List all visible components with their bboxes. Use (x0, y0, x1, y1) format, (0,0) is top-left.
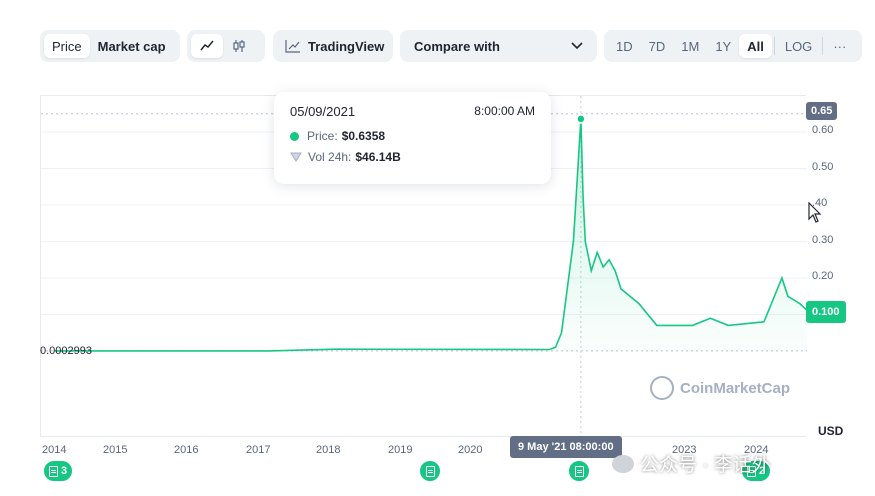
news-badge-count: 3 (61, 465, 68, 477)
y-tick-label: 0.30 (812, 234, 834, 246)
tooltip-date: 05/09/2021 (290, 104, 356, 119)
news-badge[interactable] (567, 459, 591, 483)
tradingview-inner: TradingView (277, 34, 392, 58)
document-icon (574, 465, 584, 477)
tooltip-price-value: $0.6358 (341, 129, 386, 143)
coinmarketcap-logo-icon (650, 376, 674, 400)
tooltip-time: 8:00:00 AM (474, 104, 535, 118)
news-badge[interactable]: 2 (740, 459, 773, 483)
compare-dropdown[interactable]: Compare with (400, 30, 597, 62)
currency-label: USD (818, 424, 844, 438)
mouse-cursor-icon (808, 202, 822, 223)
y-tick-label: 0.60 (812, 124, 834, 136)
x-tick-label: 2019 (388, 444, 413, 456)
tooltip-volume-value: $46.14B (355, 150, 401, 164)
tooltip-price-label: Price: (307, 129, 338, 143)
more-divider (822, 37, 824, 55)
document-icon (747, 465, 756, 477)
chart-type-toggle (187, 30, 265, 62)
document-icon (425, 465, 435, 477)
log-toggle[interactable]: LOG (784, 38, 813, 54)
price-dot-icon (290, 131, 299, 141)
price-area (55, 118, 807, 351)
x-tick-label: 2016 (174, 444, 199, 456)
chevron-down-icon (571, 42, 583, 50)
wechat-text: 公众号 · 李话外 (640, 455, 771, 476)
view-toggle: Price Market cap (40, 30, 180, 62)
wechat-watermark: 公众号 · 李话外 (612, 450, 771, 477)
price-line (55, 118, 807, 352)
y-tick-label: 0.20 (812, 270, 834, 282)
tab-price[interactable]: Price (44, 34, 90, 58)
news-badge[interactable]: 3 (42, 459, 75, 483)
tradingview-label: TradingView (308, 38, 385, 54)
range-1y[interactable]: 1Y (715, 38, 732, 54)
range-1m[interactable]: 1M (681, 38, 700, 54)
document-icon (49, 465, 58, 477)
x-tick-label: 2017 (246, 444, 271, 456)
high-price-tag: 0.65 (806, 102, 838, 120)
low-price-label: 0.0002993 (40, 345, 92, 357)
peak-point (576, 114, 586, 124)
price-tooltip: 05/09/2021 8:00:00 AM Price: $0.6358 Vol… (274, 92, 551, 184)
tooltip-volume-label: Vol 24h: (308, 150, 352, 164)
range-1d[interactable]: 1D (616, 38, 633, 54)
compare-label: Compare with (414, 38, 500, 54)
range-7d[interactable]: 7D (648, 38, 666, 54)
range-selector: 1D 7D 1M 1Y All LOG ··· (604, 30, 862, 62)
volume-icon (290, 152, 302, 162)
tab-market-cap[interactable]: Market cap (97, 38, 166, 54)
tooltip-price-row: Price: $0.6358 (290, 129, 535, 143)
watermark: CoinMarketCap (650, 376, 790, 400)
line-chart-icon[interactable] (191, 34, 223, 58)
range-all[interactable]: All (739, 34, 772, 58)
tooltip-header: 05/09/2021 8:00:00 AM (290, 104, 535, 119)
y-tick-label: 0.50 (812, 161, 834, 173)
watermark-text: CoinMarketCap (680, 379, 791, 397)
x-tick-label: 2023 (672, 444, 697, 456)
tradingview-button[interactable]: TradingView (273, 30, 393, 62)
x-tick-label: 2014 (42, 444, 67, 456)
x-tick-label: 2024 (744, 444, 769, 456)
current-price-tag: 0.100 (806, 301, 846, 323)
news-badge-count: 2 (759, 465, 766, 477)
chart-line-icon (285, 40, 300, 53)
x-tick-label: 2015 (103, 444, 128, 456)
range-divider (773, 37, 775, 55)
news-badge[interactable] (418, 459, 442, 483)
y-tick-label: .40 (812, 197, 828, 209)
tooltip-volume-row: Vol 24h: $46.14B (290, 150, 535, 164)
chart-toolbar: Price Market cap TradingView Compare wit… (0, 30, 875, 62)
x-tick-label: 2020 (458, 444, 483, 456)
more-icon[interactable]: ··· (833, 38, 847, 54)
x-tick-label: 2018 (316, 444, 341, 456)
wechat-icon (612, 454, 634, 473)
candlestick-icon[interactable] (223, 34, 255, 58)
crosshair-date-label: 9 May '21 08:00:00 (510, 436, 622, 458)
